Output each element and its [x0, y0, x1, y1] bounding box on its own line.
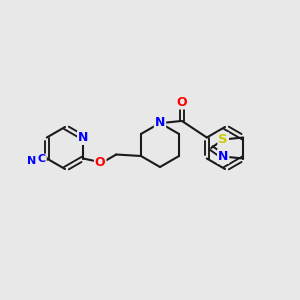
Text: O: O	[95, 156, 106, 169]
Text: N: N	[155, 116, 165, 130]
Text: C: C	[38, 154, 46, 164]
Text: N: N	[27, 155, 36, 166]
Text: S: S	[218, 133, 228, 146]
Text: O: O	[177, 95, 187, 109]
Text: N: N	[218, 150, 228, 163]
Text: N: N	[78, 131, 88, 144]
